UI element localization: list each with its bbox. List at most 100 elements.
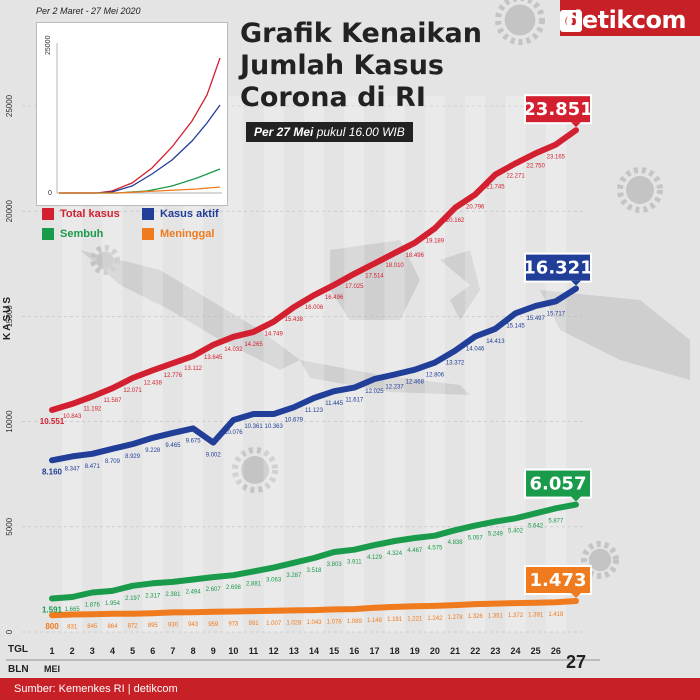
data-label: 8.347 — [65, 466, 81, 472]
inset-total-line — [59, 57, 221, 194]
data-point — [332, 389, 336, 393]
inset-period-label: Per 2 Maret - 27 Mei 2020 — [36, 6, 141, 16]
data-label: 17.025 — [345, 284, 364, 290]
callout-value: 23.851 — [523, 99, 592, 120]
inset-active-line — [59, 104, 221, 194]
y-tick-label: 15000 — [5, 305, 14, 328]
data-point — [554, 600, 558, 604]
data-label: 1.665 — [65, 607, 81, 613]
legend-swatch — [42, 208, 54, 220]
y-tick-label: 20000 — [5, 200, 14, 223]
data-label: 13.112 — [184, 366, 203, 372]
data-label: 8.471 — [85, 464, 101, 470]
data-point — [494, 173, 497, 176]
data-label: 16.006 — [305, 305, 324, 311]
data-point — [534, 304, 537, 308]
x-tick-label: 27 — [566, 652, 586, 672]
virus-decoration — [504, 4, 536, 36]
data-label: 3.911 — [347, 560, 362, 566]
legend-item-total: Total kasus — [42, 208, 120, 220]
data-label: 2.881 — [246, 581, 262, 587]
data-point — [212, 343, 215, 347]
data-label: 14.046 — [466, 346, 485, 352]
data-point — [151, 611, 154, 615]
data-point — [353, 607, 356, 611]
data-point — [292, 609, 296, 612]
subtitle-time: pukul 16.00 WIB — [313, 125, 405, 139]
data-label: 1.954 — [105, 601, 121, 607]
data-point — [312, 608, 316, 612]
data-point — [252, 570, 255, 573]
callout-box — [526, 470, 590, 497]
data-label: 12.438 — [144, 380, 163, 386]
data-point — [212, 610, 215, 614]
data-point — [353, 386, 356, 389]
data-point — [91, 591, 94, 594]
data-point — [171, 611, 175, 614]
data-label: 864 — [107, 624, 118, 630]
data-label: 14.265 — [244, 342, 263, 348]
y-tick-label: 5000 — [5, 517, 14, 535]
data-label: 11.123 — [305, 408, 324, 414]
data-point — [312, 556, 316, 560]
data-label: 20.796 — [466, 204, 485, 210]
data-label: 5.642 — [528, 523, 544, 529]
data-label: 5.249 — [488, 532, 504, 538]
data-point — [191, 610, 195, 614]
day-stripe — [223, 96, 244, 632]
data-label: 943 — [188, 622, 199, 628]
y-tick-label: 0 — [5, 629, 14, 634]
day-stripe — [505, 96, 526, 632]
data-label: 1.242 — [427, 616, 443, 622]
data-point — [393, 251, 396, 255]
data-label: 1.148 — [367, 618, 383, 624]
data-label: 930 — [168, 622, 179, 628]
x-tick-label: 9 — [211, 646, 216, 656]
legend-item-active: Kasus aktif — [142, 208, 219, 220]
legend-item-deaths: Meninggal — [142, 228, 214, 240]
data-label: 15.438 — [285, 317, 304, 323]
x-tick-label: 16 — [349, 646, 359, 656]
data-label: 1.191 — [387, 617, 403, 623]
x-tick-label: 24 — [511, 646, 521, 656]
data-point — [534, 601, 537, 604]
inset-deaths-line — [59, 186, 221, 194]
data-label: 1.591 — [42, 606, 63, 615]
data-point — [574, 503, 578, 506]
data-label: 1.028 — [286, 620, 302, 626]
data-label: 831 — [67, 625, 78, 631]
data-point — [151, 582, 154, 585]
data-point — [50, 613, 54, 617]
data-point — [574, 599, 578, 603]
inset-chart-plot: 25000 0 — [45, 35, 222, 197]
data-label: 4.324 — [387, 551, 403, 557]
data-label: 9.465 — [165, 443, 181, 449]
data-point — [353, 548, 356, 551]
legend-swatch — [42, 228, 54, 240]
data-point — [131, 442, 134, 446]
callout-pointer — [571, 280, 581, 286]
x-tick-label: 7 — [170, 646, 175, 656]
x-tick-label: 3 — [90, 646, 95, 656]
data-point — [191, 354, 195, 358]
y-axis-label: KASUS — [2, 294, 13, 340]
day-stripe — [344, 96, 365, 632]
data-point — [91, 395, 94, 398]
data-point — [433, 227, 437, 230]
x-tick-label: 6 — [150, 646, 155, 656]
legend-label: Meninggal — [160, 228, 215, 240]
data-label: 1.076 — [327, 619, 343, 625]
data-point — [494, 520, 497, 523]
data-point — [373, 377, 376, 381]
data-label: 4.467 — [407, 548, 423, 554]
brand-logo: detikcom — [565, 6, 686, 34]
data-label: 10.363 — [265, 424, 284, 430]
data-point — [413, 368, 416, 371]
x-tick-label: 19 — [410, 646, 420, 656]
brand-bar — [560, 0, 700, 36]
data-label: 2.381 — [165, 592, 181, 598]
day-stripe — [62, 96, 83, 632]
data-label: 3.518 — [306, 568, 322, 574]
data-point — [332, 550, 336, 554]
day-stripe — [183, 96, 204, 632]
